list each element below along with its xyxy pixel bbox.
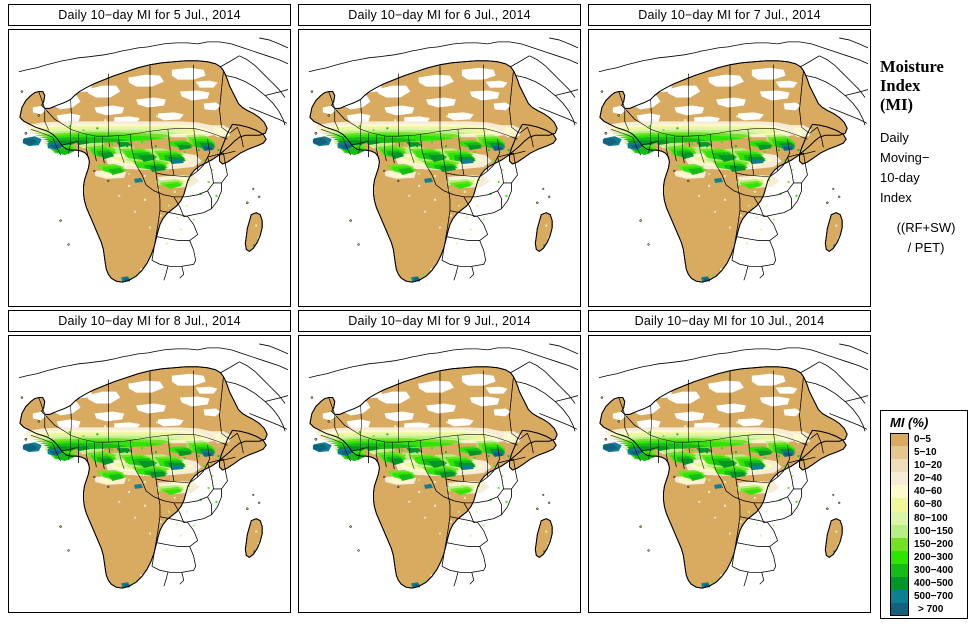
legend-color-swatch <box>890 485 909 499</box>
legend-color-swatch <box>890 472 909 486</box>
panel-title: Daily 10−day MI for 7 Jul., 2014 <box>638 8 821 22</box>
sidebar-heading-line: (MI) <box>880 95 913 114</box>
sidebar-description-line: Daily <box>880 130 909 145</box>
panel-title-box: Daily 10−day MI for 8 Jul., 2014 <box>8 310 291 332</box>
legend-row: 0−5 <box>890 433 966 447</box>
legend-color-swatch <box>890 577 909 591</box>
legend-row: 60−80 <box>890 498 966 512</box>
sidebar-description-line: 10-day <box>880 170 920 185</box>
sidebar-formula: ((RF+SW) / PET) <box>878 218 974 258</box>
sidebar-heading-line: Index <box>880 76 921 95</box>
legend-label: 0−5 <box>914 434 931 445</box>
map-panel[interactable]: Daily 10−day MI for 7 Jul., 2014 <box>588 4 871 309</box>
legend-color-swatch <box>890 603 909 617</box>
legend-label: 80−100 <box>914 512 948 524</box>
legend-color-swatch <box>890 511 909 525</box>
panel-title: Daily 10−day MI for 6 Jul., 2014 <box>348 8 531 22</box>
sidebar-formula-line: ((RF+SW) <box>896 220 956 235</box>
legend-row: 150−200 <box>890 537 966 551</box>
sidebar-description-line: Index <box>880 190 912 205</box>
legend-label: 100−150 <box>914 525 954 537</box>
africa-moisture-map <box>299 336 580 612</box>
panel-title: Daily 10−day MI for 10 Jul., 2014 <box>634 314 825 328</box>
legend-color-swatch <box>890 459 909 473</box>
legend-row: 500−700 <box>890 590 966 604</box>
sidebar-heading-line: Moisture <box>880 57 944 76</box>
map-panel-grid: Daily 10−day MI for 5 Jul., 2014 Daily 1… <box>8 4 871 615</box>
map-panel[interactable]: Daily 10−day MI for 5 Jul., 2014 <box>8 4 291 309</box>
africa-moisture-map <box>299 30 580 306</box>
africa-moisture-map <box>9 30 290 306</box>
legend-color-swatch <box>890 433 909 447</box>
legend-label: 400−500 <box>914 578 954 590</box>
map-panel[interactable]: Daily 10−day MI for 6 Jul., 2014 <box>298 4 581 309</box>
legend-color-swatch <box>890 537 909 551</box>
legend-row: 300−400 <box>890 563 966 578</box>
panel-title-box: Daily 10−day MI for 5 Jul., 2014 <box>8 4 291 26</box>
legend-color-swatch <box>890 563 909 578</box>
legend-label: 200−300 <box>914 551 954 563</box>
legend-row: 200−300 <box>890 550 966 564</box>
africa-moisture-map <box>9 336 290 612</box>
map-panel[interactable]: Daily 10−day MI for 10 Jul., 2014 <box>588 310 871 615</box>
legend-row: 20−40 <box>890 472 966 486</box>
legend-title: MI (%) <box>890 415 929 430</box>
legend-row: 5−10 <box>890 446 966 460</box>
panel-title: Daily 10−day MI for 5 Jul., 2014 <box>58 8 241 22</box>
panel-map-area[interactable] <box>588 29 871 307</box>
legend-color-swatch <box>890 446 909 460</box>
sidebar-formula-line: / PET) <box>907 240 945 255</box>
legend-row: 40−60 <box>890 485 966 499</box>
legend-row: 100−150 <box>890 524 966 538</box>
legend-label: 10−20 <box>914 460 943 472</box>
panel-title-box: Daily 10−day MI for 7 Jul., 2014 <box>588 4 871 26</box>
sidebar-description: Daily Moving− 10-day Index <box>880 128 974 208</box>
panel-title-box: Daily 10−day MI for 9 Jul., 2014 <box>298 310 581 332</box>
legend-label: 150−200 <box>914 538 954 550</box>
panel-title: Daily 10−day MI for 9 Jul., 2014 <box>348 314 531 328</box>
legend-items: 0−5 5−10 10−20 20−40 40−60 60−80 80−100 100−150… <box>890 433 966 617</box>
legend-row: 400−500 <box>890 577 966 591</box>
legend-label: 60−80 <box>914 499 943 511</box>
legend-label: 40−60 <box>914 486 943 498</box>
panel-title-box: Daily 10−day MI for 10 Jul., 2014 <box>588 310 871 332</box>
panel-title-box: Daily 10−day MI for 6 Jul., 2014 <box>298 4 581 26</box>
legend-color-swatch <box>890 590 909 604</box>
panel-map-area[interactable] <box>298 29 581 307</box>
legend-label: 5−10 <box>914 447 937 459</box>
legend-label: > 700 <box>918 604 944 616</box>
legend-row: > 700 <box>890 603 966 617</box>
legend-color-swatch <box>890 524 909 538</box>
legend-label: 300−400 <box>914 564 954 576</box>
africa-moisture-map <box>589 30 870 306</box>
panel-map-area[interactable] <box>298 335 581 613</box>
map-panel[interactable]: Daily 10−day MI for 9 Jul., 2014 <box>298 310 581 615</box>
map-panel[interactable]: Daily 10−day MI for 8 Jul., 2014 <box>8 310 291 615</box>
legend-row: 80−100 <box>890 511 966 525</box>
panel-title: Daily 10−day MI for 8 Jul., 2014 <box>58 314 241 328</box>
panel-map-area[interactable] <box>8 29 291 307</box>
africa-moisture-map <box>589 336 870 612</box>
panel-map-area[interactable] <box>8 335 291 613</box>
sidebar: Moisture Index (MI) Daily Moving− 10-day… <box>872 0 974 626</box>
sidebar-heading: Moisture Index (MI) <box>880 57 974 114</box>
legend-color-swatch <box>890 498 909 512</box>
legend-label: 20−40 <box>914 473 943 485</box>
legend-row: 10−20 <box>890 459 966 473</box>
legend-color-swatch <box>890 550 909 564</box>
sidebar-description-line: Moving− <box>880 150 930 165</box>
panel-map-area[interactable] <box>588 335 871 613</box>
legend: MI (%) 0−5 5−10 10−20 20−40 40−60 60−80 80−100… <box>880 410 968 619</box>
legend-label: 500−700 <box>914 591 954 603</box>
